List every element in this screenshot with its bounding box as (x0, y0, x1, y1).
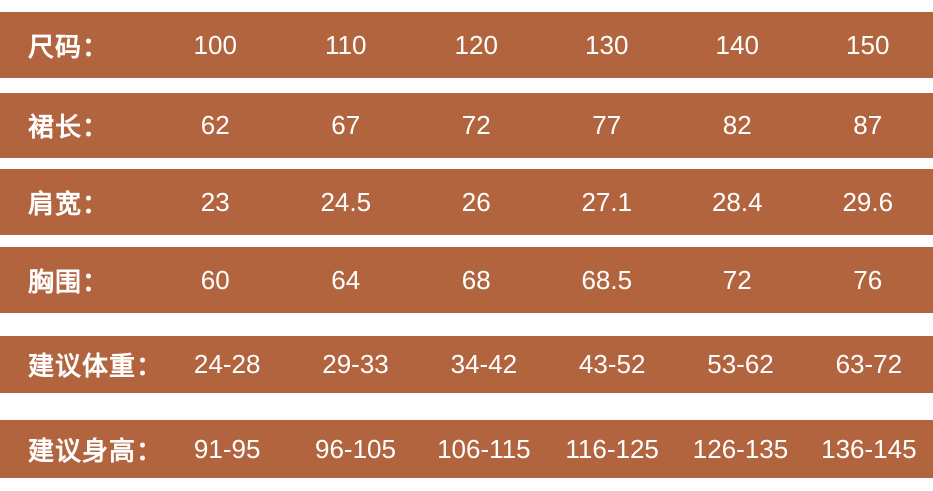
row-label-shoulder-width: 肩宽： (28, 188, 110, 219)
table-cell: 67 (331, 110, 361, 140)
table-cell: 130 (585, 29, 629, 60)
row-label-suggested-weight: 建议体重： (28, 351, 164, 381)
table-cell: 116-125 (565, 433, 659, 464)
table-cell: 64 (331, 264, 361, 295)
table-cell: 29.6 (842, 186, 894, 217)
table-cell: 140 (715, 29, 759, 60)
table-row-size: 尺码： 100 110 120 130 140 150 (0, 12, 933, 78)
table-cell: 53-62 (707, 349, 774, 379)
table-cell: 23 (200, 186, 230, 217)
table-cell: 26 (461, 186, 491, 217)
table-cell: 27.1 (581, 186, 633, 217)
table-cell: 106-115 (437, 433, 531, 464)
table-cell: 60 (200, 264, 230, 295)
table-cell: 126-135 (692, 433, 789, 464)
row-label-skirt-length: 裙长： (28, 112, 110, 142)
table-cell: 68 (461, 264, 491, 295)
table-cell: 100 (193, 29, 237, 60)
table-cell: 96-105 (315, 433, 396, 464)
table-cell: 24-28 (193, 349, 261, 379)
table-row-shoulder-width: 肩宽： 23 24.5 26 27.1 28.4 29.6 (0, 169, 933, 235)
table-cell: 62 (200, 110, 230, 140)
table-cell: 87 (853, 110, 883, 140)
table-cell: 68.5 (581, 264, 633, 295)
table-cell: 76 (853, 264, 883, 295)
row-label-chest: 胸围： (28, 266, 110, 297)
table-cell: 72 (461, 110, 491, 140)
table-cell: 82 (722, 110, 752, 140)
table-row-chest: 胸围： 60 64 68 68.5 72 76 (0, 247, 933, 313)
table-cell: 150 (846, 29, 890, 60)
table-cell: 43-52 (578, 349, 646, 379)
table-cell: 28.4 (711, 186, 763, 217)
table-cell: 120 (454, 29, 498, 60)
table-cell: 77 (592, 110, 622, 140)
table-cell: 29-33 (322, 349, 389, 379)
row-label-suggested-height: 建议身高： (28, 435, 164, 466)
table-cell: 24.5 (320, 186, 372, 217)
table-cell: 136-145 (821, 433, 917, 464)
table-row-suggested-weight: 建议体重： 24-28 29-33 34-42 43-52 53-62 63-7… (0, 336, 933, 393)
table-cell: 63-72 (835, 349, 903, 379)
table-cell: 34-42 (450, 349, 518, 379)
table-cell: 72 (722, 264, 752, 295)
row-label-size: 尺码： (28, 31, 110, 62)
table-cell: 91-95 (193, 433, 261, 464)
table-cell: 110 (325, 29, 367, 60)
table-row-suggested-height: 建议身高： 91-95 96-105 106-115 116-125 126-1… (0, 420, 933, 478)
table-row-skirt-length: 裙长： 62 67 72 77 82 87 (0, 93, 933, 158)
